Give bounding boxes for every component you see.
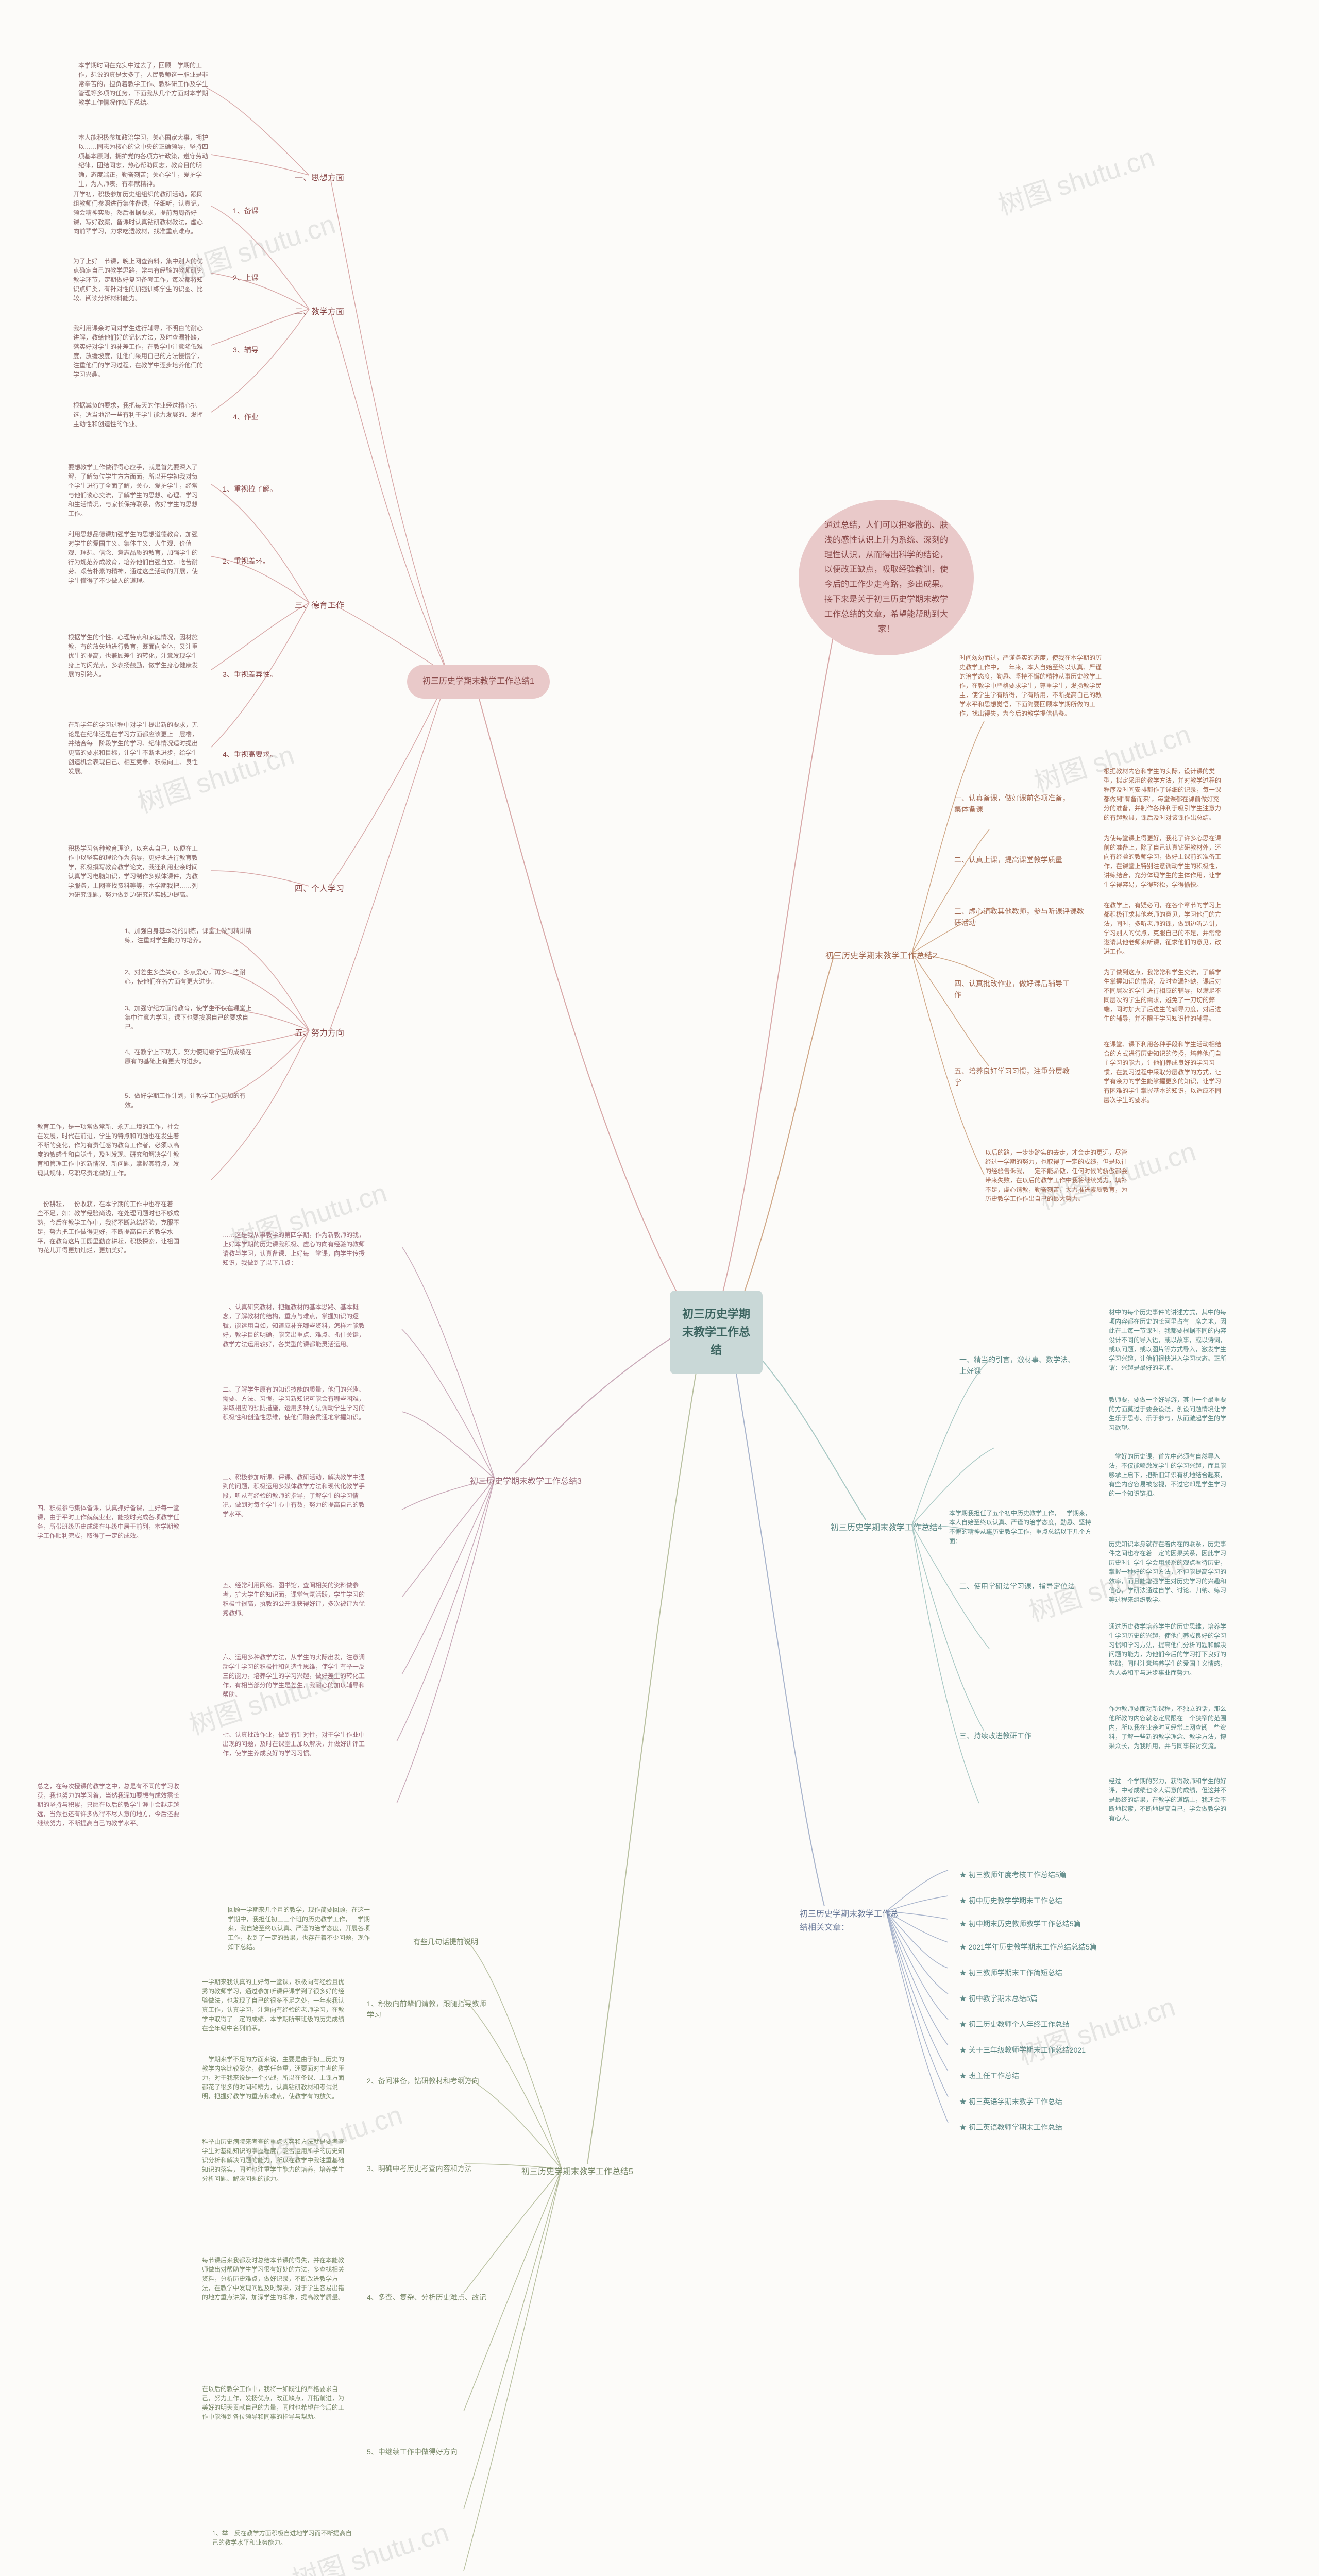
s2-t3: 为了做到这点，我常常和学生交流，了解学生掌握知识的情况，及时查漏补缺，课后对不同… [1097,963,1231,1027]
s5-c1: 2、从不成型他们出发培养学生学习历史的兴趣和能力。 [206,2571,361,2576]
s2-intro: 时间匆匆而过，严谨务实的态度，使我在本学期的历史教学工作中，一年来，本人自始至终… [953,649,1108,722]
rel-1[interactable]: ★ 初中历史教学学期末工作总结 [953,1891,1069,1910]
s3-1: 二、了解学生原有的知识技能的质量，他们的兴趣、需要、方法、习惯，学习新知识可能会… [216,1381,371,1426]
section-1[interactable]: 初三历史学期末教学工作总结1 [407,665,550,699]
s2-k3[interactable]: 四、认真批改作业，做好课后辅导工作 [948,974,1082,1005]
s2-t1: 为使每堂课上得更好，我花了许多心思在课前的准备上，除了自己认真钻研教材外，还向有… [1097,829,1231,893]
rel-7[interactable]: ★ 关于三年级教师学期末工作总结2021 [953,2040,1092,2060]
s1-e-tail: 教育工作，是一项常做常新、永无止境的工作，社会在发展，时代在前进，学生的特点和问… [31,1118,185,1182]
s2-tail: 以后的路，一步步踏实的去走，才会走的更远，尽管经过一学期的努力，也取得了一定的成… [979,1144,1134,1208]
s1-b-k0[interactable]: 1、备课 [227,201,265,221]
s4-t1: 教师要，要做一个好导游，其中一个最重要的方面莫过于要会设疑，创设问题情境让学生乐… [1103,1391,1237,1436]
s4-k3[interactable]: 二、使用学研法学习课，指导定位法 [953,1577,1087,1596]
rel-9[interactable]: ★ 初三英语学期末教学工作总结 [953,2092,1069,2111]
section-5[interactable]: 初三历史学期末教学工作总结5 [515,2161,639,2183]
s4-t0: 材中的每个历史事件的讲述方式，其中的每项内容都在历史的长河里占有一席之地，因此在… [1103,1303,1237,1377]
s4-t3: 历史知识本身就存在着内在的联系，历史事件之间也存在着一定的因果关系，因此学习历史… [1103,1535,1237,1608]
rel-2[interactable]: ★ 初中期末历史教师教学工作总结5篇 [953,1914,1087,1934]
s5-k1[interactable]: 2、备问准备，钻研教材和考纲方向 [361,2071,495,2091]
s1-c-t0: 要想教学工作做得得心应手，就是首先要深入了解，了解每位学生方方面面，所以开学初我… [62,459,206,522]
s1-c-t3: 在新学年的学习过程中对学生提出新的要求，无论是在纪律还是在学习方面都应该更上一层… [62,716,206,780]
s1-e-tail2: 一份耕耘，一份收获，在本学期的工作中也存在着一些不足，如：教学经验尚浅，在处理问… [31,1195,185,1259]
rel-3[interactable]: ★ 2021学年历史教学期末工作总结总结5篇 [953,1937,1103,1957]
s1-a-l0: 本学期时间在充实中过去了，回顾一学期的工作，想说的真是太多了，人民教师这一职业是… [72,57,216,111]
s2-k2[interactable]: 三、虚心请教其他教师，参与听课评课教研活动 [948,902,1092,933]
s5-k2[interactable]: 3、明确中考历史考查内容和方法 [361,2159,495,2178]
s5-c0: 1、举一反在教学方面积极自进地学习而不断提高自己的教学水平和业务能力。 [206,2524,361,2551]
s5-k3[interactable]: 4、多查、复杂、分析历史难点、故记 [361,2287,495,2307]
s1-c-k2[interactable]: 3、重视差异性。 [216,665,283,684]
s5-intro: 回顾一学期来几个月的教学，现作简要回顾，在这一学期中，我担任初三三个班的历史教学… [222,1901,376,1956]
s2-k0[interactable]: 一、认真备课，做好课前各项准备，集体备课 [948,788,1082,820]
intro-blob: 通过总结，人们可以把零散的、肤浅的感性认识上升为系统、深刻的理性认识，从而得出科… [799,500,974,655]
s2-k4[interactable]: 五、培养良好学习习惯，注重分层教学 [948,1061,1082,1093]
s1-e-0: 1、加强自身基本功的训练，课堂上做到精讲精练，注重对学生能力的培养。 [119,922,263,949]
s1-a-l1: 本人能积极参加政治学习，关心国家大事，拥护以……同志为核心的党中央的正确领导，坚… [72,129,216,193]
s2-t0: 根据教材内容和学生的实际，设计课的类型，拟定采用的教学方法，并对教学过程的程序及… [1097,762,1231,826]
s3-3: 四、积极参与集体备课，认真抓好备课，上好每一堂课，由于平时工作兢兢业业，能按时完… [31,1499,185,1545]
section-2[interactable]: 初三历史学期末教学工作总结2 [819,945,943,967]
s4-t4: 通过历史教学培养学生的历史思维，培养学生学习历史的兴趣，使他们养成良好的学习习惯… [1103,1618,1237,1682]
related-section[interactable]: 初三历史学期末教学工作总结相关文章： [793,1904,907,1938]
s3-intro: ……这是我从事教学的第四学期，作为新教师的我，上好本学期的历史课我积极、虚心的向… [216,1226,371,1272]
s1-c-k3[interactable]: 4、重视高要求。 [216,744,283,764]
s1-b-k3[interactable]: 4、作业 [227,407,265,427]
s3-0: 一、认真研究教材，把握教材的基本思路、基本概念，了解教材的结构，重点与难点，掌握… [216,1298,371,1353]
rel-10[interactable]: ★ 初三英语教师学期末工作总结 [953,2117,1069,2137]
rel-6[interactable]: ★ 初三历史教师个人年终工作总结 [953,2014,1076,2034]
s1-e-4: 5、做好学期工作计划，让教学工作更加的有效。 [119,1087,263,1114]
s1-d[interactable]: 四、个人学习 [289,878,350,900]
s3-tail: 总之，在每次授课的教学之中，总是有不同的学习收获，我也努力的学习着，当然我深知要… [31,1777,185,1832]
s1-c-t1: 利用思想品德课加强学生的思想道德教育，加强对学生的爱国主义、集体主义、人生观、价… [62,526,206,589]
section-4[interactable]: 初三历史学期末教学工作总结4 [824,1517,949,1539]
section-3[interactable]: 初三历史学期末教学工作总结3 [464,1471,588,1493]
s1-b-k1[interactable]: 2、上课 [227,268,265,287]
s1-b-t1: 为了上好一节课，晚上网查资料，集中别人的优点确定自己的教学思路，常与有经验的教师… [67,252,211,307]
s4-k5[interactable]: 三、持续改进教研工作 [953,1726,1087,1745]
s1-e-1: 2、对差生多些关心，多点爱心，再多一些耐心，使他们在各方面有更大进步。 [119,963,263,990]
s2-t4: 在课堂、课下利用各种手段和学生活动相结合的方式进行历史知识的传授，培养他们自主学… [1097,1036,1231,1109]
s1-c-k0[interactable]: 1、重视拉了解。 [216,479,283,499]
s3-4: 五、经常利用网络、图书馆，查阅相关的资料做参考，扩大学生的知识面，课堂气氛活跃，… [216,1577,371,1622]
s1-c[interactable]: 三、德育工作 [289,595,350,617]
rel-5[interactable]: ★ 初中教学期末总结5篇 [953,1989,1044,2008]
rel-0[interactable]: ★ 初三教师年度考核工作总结5篇 [953,1865,1073,1885]
s3-5: 六、运用多种教学方法，从学生的实际出发，注意调动学生学习的积极性和创造性思维，使… [216,1649,371,1703]
s4-k0[interactable]: 一、精当的引言，激材事、数学法、上好课 [953,1350,1087,1381]
s1-b-t0: 开学初，积极参加历史组组织的教研活动，跟同组教师们参照进行集体备课，仔细听，认真… [67,185,211,240]
s1-d-l: 积极学习各种教育理论，以充实自己，以便在工作中以坚实的理论作为指导，更好地进行教… [62,840,206,904]
s1-b-k2[interactable]: 3、辅导 [227,340,265,360]
s3-6: 七、认真批改作业，做到有针对性，对于学生作业中出现的问题，及时在课堂上加以解决，… [216,1726,371,1762]
s1-b[interactable]: 二、教学方面 [289,301,350,323]
s1-b-t2: 我利用课余时间对学生进行辅导，不明白的耐心讲解，教给他们好的记忆方法，及时查漏补… [67,319,211,383]
s2-k1[interactable]: 二、认真上课，提高课堂教学质量 [948,850,1082,870]
s1-c-t2: 根据学生的个性、心理特点和家庭情况，因材施教，有的放矢地进行教育，既面向全体，又… [62,629,206,683]
s1-e[interactable]: 五、努力方向 [289,1023,350,1044]
s3-2: 三、积极参加听课、评课、教研活动，解决教学中遇到的问题，积极运用多媒体教学方法和… [216,1468,371,1523]
watermark: 树图 shutu.cn [992,135,1159,223]
s5-lead[interactable]: 有些几句话提前说明 [407,1932,484,1952]
s1-b-t3: 根据减负的要求，我把每天的作业经过精心挑选，适当地留一些有利于学生能力发展的、发… [67,397,211,433]
s4-t6: 经过一个学期的努力，获得教师和学生的好评，中考成绩也令人满意的成绩，但这并不是最… [1103,1772,1237,1827]
s1-a[interactable]: 一、思想方面 [289,167,350,189]
s2-t2: 在教学上，有疑必问，在各个章节的学习上都积极征求其他老师的意见，学习他们的方法，… [1097,896,1231,960]
s1-c-k1[interactable]: 2、重视差环。 [216,551,276,571]
s4-t2: 一堂好的历史课，首先中必须有自然导入法，不仅能够激发学生的学习兴趣，而且能够承上… [1103,1448,1237,1502]
s5-k4[interactable]: 5、中继续工作中做得好方向 [361,2442,495,2462]
s4-t5: 作为教师要面对新课程，不独立的话，那么他所教的内容就必定局限在一个狭窄的范围内，… [1103,1700,1237,1755]
s5-t0: 一学期来我认真的上好每一堂课，积极向有经验且优秀的教师学习，通过参加听课评课学到… [196,1973,350,2037]
s1-e-3: 4、在教学上下功夫，努力使班级学生的成绩在原有的基础上有更大的进步。 [119,1043,263,1070]
s4-intro: 本学期我担任了五个初中历史教学工作，一学期来，本人自始至终以认真、严谨的治学态度… [943,1504,1097,1550]
s5-k0[interactable]: 1、积极向前辈们请教，跟随指导教师学习 [361,1994,495,2025]
rel-4[interactable]: ★ 初三教师学期末工作简短总结 [953,1963,1069,1982]
s5-t4: 在以后的教学工作中，我将一如既往的严格要求自己，努力工作，发扬优点，改正缺点，开… [196,2380,350,2426]
s5-t2: 科举由历史病院来考查的重点内容和方法就是要考查学生对基础知识的掌握程度，能否运用… [196,2133,350,2188]
s1-e-2: 3、加强守纪方面的教育，使学生不仅在课堂上集中注意力学习，课下也要按照自己的要求… [119,999,263,1036]
root-node[interactable]: 初三历史学期末教学工作总结 [670,1291,763,1374]
s5-t1: 一学期来学不足的方面来说，主要是由于初三历史的教学内容比较繁杂，教学任务重，还要… [196,2050,350,2105]
s5-t3: 每节课后来我都及时总结本节课的得失，并在本能教师做出对帮助学生学习很有好处的方法… [196,2251,350,2306]
rel-8[interactable]: ★ 班主任工作总结 [953,2066,1025,2086]
